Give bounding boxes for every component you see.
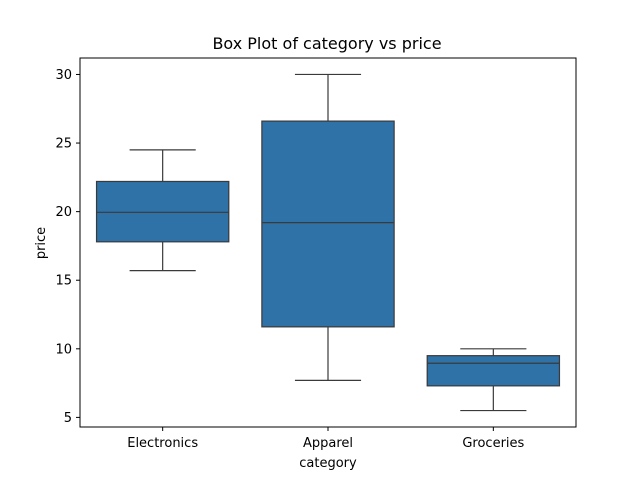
y-tick-label: 15: [55, 274, 72, 289]
x-tick-label: Electronics: [127, 436, 198, 451]
y-tick-label: 30: [55, 68, 72, 83]
chart-title: Box Plot of category vs price: [212, 34, 441, 53]
y-axis: 5 10 15 20 25 30: [55, 68, 80, 426]
iqr-box: [426, 355, 561, 387]
y-axis-label: price: [34, 227, 49, 259]
x-tick-label: Apparel: [303, 436, 353, 451]
y-tick-label: 20: [55, 205, 72, 220]
box-apparel: [261, 73, 395, 381]
box-electronics: [95, 149, 230, 272]
box-series: [95, 73, 561, 412]
iqr-box: [95, 180, 230, 243]
box-groceries: [426, 348, 561, 412]
x-axis: Electronics Apparel Groceries: [127, 427, 525, 451]
x-tick-label: Groceries: [462, 436, 524, 451]
iqr-box: [261, 120, 395, 328]
y-tick-label: 25: [55, 137, 72, 152]
y-tick-label: 5: [64, 411, 72, 426]
x-axis-label: category: [299, 456, 357, 471]
y-tick-label: 10: [55, 342, 72, 357]
